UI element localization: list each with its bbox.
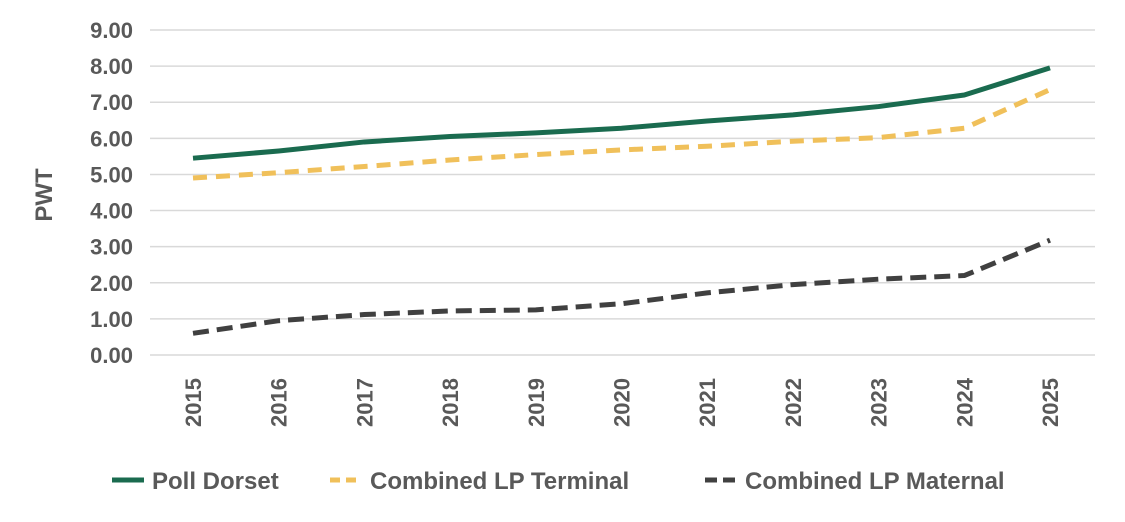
legend-label: Poll Dorset — [152, 468, 279, 495]
y-tick-label: 0.00 — [90, 343, 133, 368]
legend: Poll Dorset Combined LP Terminal Combined … — [112, 468, 1005, 495]
y-tick-label: 9.00 — [90, 18, 133, 43]
y-tick-label: 4.00 — [90, 199, 133, 224]
x-tick-label: 2017 — [352, 378, 377, 427]
y-tick-label: 7.00 — [90, 90, 133, 115]
x-tick-label: 2016 — [267, 378, 292, 427]
legend-label: Combined LP Terminal — [370, 468, 629, 495]
x-tick-label: 2019 — [524, 378, 549, 427]
x-tick-label: 2020 — [610, 378, 635, 427]
legend-label: Combined LP Maternal — [745, 468, 1005, 495]
series-lines — [192, 65, 1052, 336]
x-tick-label: 2022 — [781, 378, 806, 427]
x-axis-ticks: 2015 2016 2017 2018 2019 2020 2021 2022 2023 2024… — [181, 377, 1063, 427]
y-tick-label: 6.00 — [90, 126, 133, 151]
y-tick-label: 8.00 — [90, 54, 133, 79]
x-tick-label: 2024 — [952, 377, 977, 427]
x-tick-label: 2023 — [867, 378, 892, 427]
y-axis-ticks: 0.00 1.00 2.00 3.00 4.00 5.00 6.00 7.00 8.00 9.00 — [90, 18, 133, 368]
x-tick-label: 2015 — [181, 378, 206, 427]
y-tick-label: 2.00 — [90, 271, 133, 296]
y-tick-label: 5.00 — [90, 162, 133, 187]
x-tick-label: 2018 — [438, 378, 463, 427]
y-tick-label: 3.00 — [90, 235, 133, 260]
series-line-poll-dorset — [192, 65, 1051, 161]
y-tick-label: 1.00 — [90, 307, 133, 332]
series-line-combined-lp-terminal — [192, 87, 1052, 181]
x-tick-label: 2025 — [1038, 378, 1063, 427]
y-axis-label: PWT — [31, 168, 58, 222]
x-tick-label: 2021 — [695, 378, 720, 427]
gridlines — [150, 29, 1095, 356]
